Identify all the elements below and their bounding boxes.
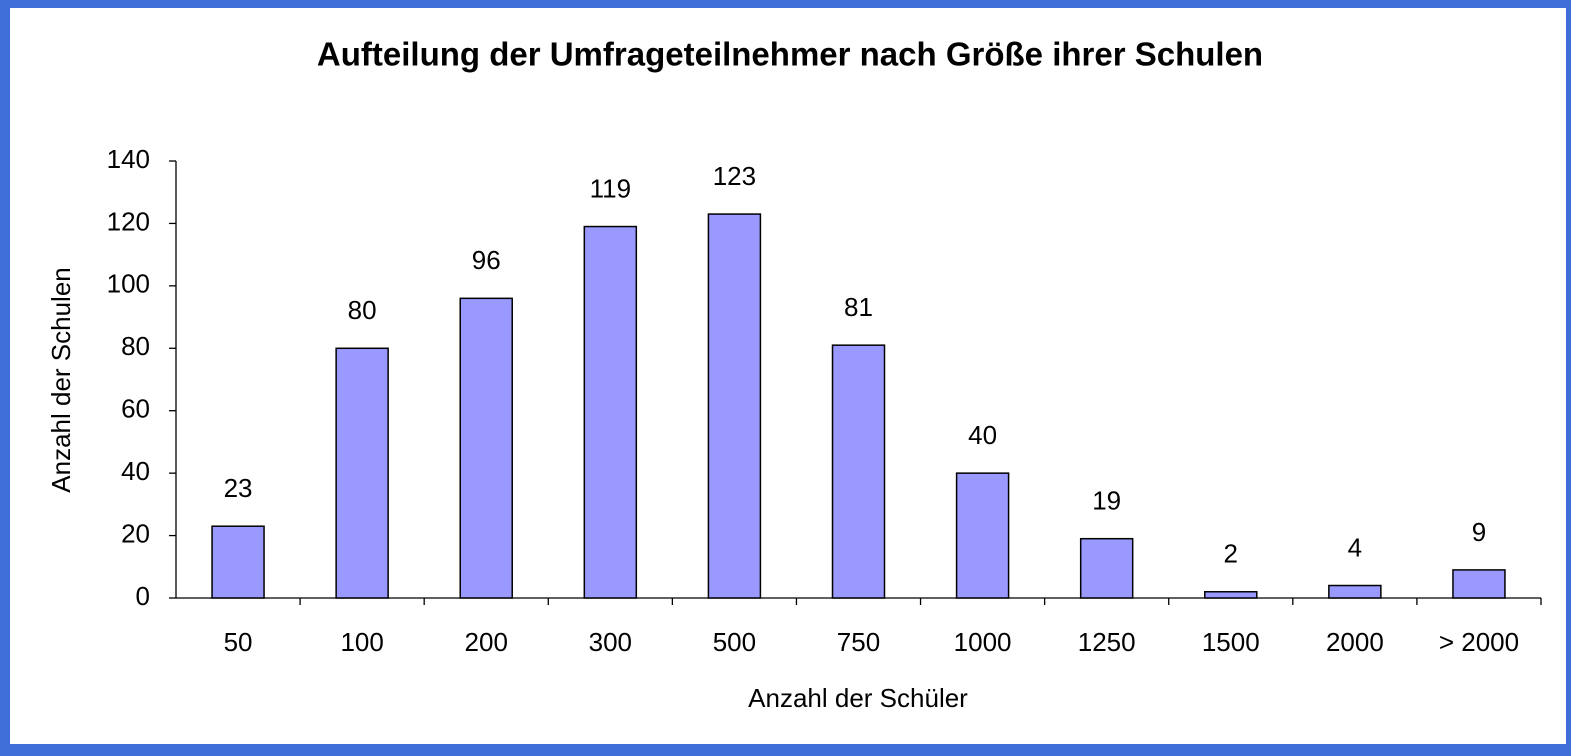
- bar: [955, 472, 1010, 599]
- y-tick-label: 80: [121, 331, 150, 361]
- y-tick-label: 40: [121, 456, 150, 486]
- bar: [1079, 537, 1134, 599]
- bar: [1204, 591, 1258, 599]
- x-tick-label: 500: [713, 627, 756, 657]
- data-label: 23: [224, 473, 253, 503]
- x-tick-label: > 2000: [1439, 627, 1519, 657]
- data-label: 40: [968, 420, 997, 450]
- x-axis-label: Anzahl der Schüler: [748, 683, 968, 713]
- y-tick-label: 60: [121, 394, 150, 424]
- x-tick-label: 200: [465, 627, 508, 657]
- x-tick-label: 1000: [954, 627, 1012, 657]
- bar: [831, 344, 886, 599]
- y-tick-label: 20: [121, 518, 150, 548]
- chart-panel: [10, 8, 1566, 744]
- bar: [583, 225, 638, 599]
- bar: [707, 213, 762, 599]
- bar: [1328, 584, 1382, 599]
- data-label: 81: [844, 292, 873, 322]
- x-tick-label: 1500: [1202, 627, 1260, 657]
- y-tick-label: 140: [107, 144, 150, 174]
- x-tick-label: 2000: [1326, 627, 1384, 657]
- data-label: 19: [1092, 486, 1121, 516]
- bar: [459, 297, 513, 599]
- y-tick-label: 120: [107, 206, 150, 236]
- data-label: 123: [713, 161, 756, 191]
- y-axis-label: Anzahl der Schulen: [46, 267, 76, 492]
- x-tick-label: 50: [224, 627, 253, 657]
- data-label: 119: [590, 173, 631, 203]
- data-label: 9: [1472, 517, 1486, 547]
- x-tick-label: 300: [589, 627, 632, 657]
- x-tick-label: 750: [837, 627, 880, 657]
- bar: [1452, 569, 1506, 599]
- y-tick-label: 100: [107, 269, 150, 299]
- data-label: 96: [472, 245, 501, 275]
- x-tick-label: 100: [340, 627, 383, 657]
- data-label: 2: [1224, 539, 1238, 569]
- data-label: 80: [348, 295, 377, 325]
- y-tick-label: 0: [136, 581, 150, 611]
- data-label: 4: [1348, 532, 1362, 562]
- bar: [211, 525, 265, 599]
- x-tick-label: 1250: [1078, 627, 1136, 657]
- chart-title: Aufteilung der Umfrageteilnehmer nach Gr…: [317, 36, 1263, 73]
- bar: [335, 347, 389, 599]
